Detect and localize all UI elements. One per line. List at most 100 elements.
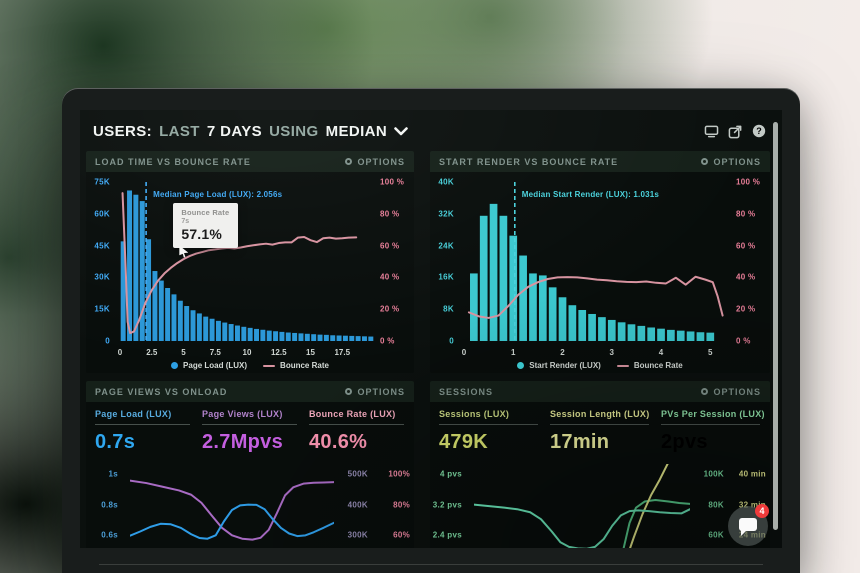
panel-title: SESSIONS [439,386,494,397]
bounce-rate-tooltip: Bounce Rate 7s 57.1% [173,202,239,258]
metric-page-views: Page Views (LUX) 2.7Mpvs [202,409,297,458]
axis-tick-label: 32K [438,209,454,219]
panel-title: START RENDER VS BOUNCE RATE [439,156,619,167]
axis-tick-label: 100 % [380,177,405,187]
axis-tick-label: 300K [347,530,368,540]
panel-title: PAGE VIEWS VS ONLOAD [95,386,228,397]
axis-tick-label: 0.6s [101,530,118,540]
axis-tick-label: 40 % [380,272,400,282]
axis-tick-label: 0 % [380,336,395,346]
panel-title: LOAD TIME VS BOUNCE RATE [95,156,251,167]
axis-tick-label: 45K [94,241,110,251]
axis-tick-label: 80 % [380,209,400,219]
axis-tick-label: 2 [560,348,565,357]
axis-tick-label: 15K [94,304,110,314]
axis-tick-label: 16K [438,272,454,282]
axis-tick-label: 40K [438,177,454,187]
page-views-line-chart[interactable]: 1s0.8s0.6s0.4s500K400K300K200K100%80%60%… [86,458,414,548]
gear-icon [701,158,709,165]
gear-icon [345,158,353,165]
chat-button[interactable]: 4 [728,504,769,546]
metric-group: Page Load (LUX) 0.7s Page Views (LUX) 2.7M… [86,402,414,458]
axis-tick-label: 80% [393,500,410,510]
legend-item[interactable]: Bounce Rate [263,361,329,370]
axis-tick-label: 40 % [736,272,756,282]
options-label: OPTIONS [713,156,761,167]
axis-tick-label: 100 % [736,177,761,187]
users-label: USERS: [93,122,153,140]
axis-tick-label: 0 [461,348,467,357]
options-label: OPTIONS [357,156,405,167]
metric-sessions: Sessions (LUX) 479K [439,409,538,458]
dashboard-screen: USERS: LAST 7 DAYS USING MEDIAN [80,110,782,548]
start-render-histogram-chart[interactable]: Median Start Render (LUX): 1.031s 0 8K 16K 2… [430,172,770,373]
axis-tick-label: 5 [181,348,186,357]
axis-tick-label: 60 % [380,241,400,251]
chevron-down-icon [394,123,408,140]
axis-tick-label: 60K [708,530,724,540]
scrollbar[interactable] [773,122,778,530]
axis-tick-label: 0 [105,336,110,346]
axis-tick-label: 5 [708,348,713,357]
load-time-histogram-chart[interactable]: Median Page Load (LUX): 2.056s 0 15K 30K 45K… [86,172,414,373]
laptop-frame: USERS: LAST 7 DAYS USING MEDIAN [62,88,800,573]
axis-tick-label: 4 [658,348,664,357]
axis-tick-label: 3 [609,348,614,357]
notification-badge: 4 [755,504,769,518]
median-annotation: Median Start Render (LUX): 1.031s [521,190,660,199]
options-button[interactable]: OPTIONS [701,157,761,167]
median-annotation: Median Page Load (LUX): 2.056s [153,190,283,199]
options-button[interactable]: OPTIONS [701,387,761,397]
axis-tick-label: 10 [242,348,252,357]
axis-tick-label: 32 min [738,500,766,510]
panel-page-views-vs-onload: PAGE VIEWS VS ONLOAD OPTIONS Page Load (… [86,381,414,548]
axis-tick-label: 2.5 [146,348,158,357]
metric-value: MEDIAN [325,122,388,140]
options-label: OPTIONS [713,386,761,397]
axis-tick-label: 30K [94,272,110,282]
help-icon[interactable]: ? [752,124,766,138]
options-label: OPTIONS [357,386,405,397]
legend-item[interactable]: Bounce Rate [616,361,683,370]
axis-tick-label: 4 pvs [440,469,462,479]
axis-tick-label: 3.2 pvs [432,500,462,510]
axis-tick-label: 24K [438,241,454,251]
axis-tick-label: 20 % [380,304,400,314]
options-button[interactable]: OPTIONS [345,157,405,167]
legend-item[interactable]: Page Load (LUX) [171,361,247,370]
gear-icon [701,388,709,395]
axis-tick-label: 2.4 pvs [432,530,462,540]
axis-tick-label: 60 % [736,241,756,251]
legend-dot-icon [171,362,179,369]
topbar-icons: ? [704,124,766,139]
panel-start-render-vs-bounce-rate: START RENDER VS BOUNCE RATE OPTIONS Medi… [430,151,770,373]
axis-tick-label: 8K [443,304,454,314]
legend-line-icon [263,364,276,367]
metric-session-length: Session Length (LUX) 17min [550,409,650,453]
axis-tick-label: 0 [117,348,123,357]
axis-tick-label: 500K [347,469,368,479]
axis-tick-label: 100K [703,469,724,479]
axis-tick-label: 12.5 [270,348,287,357]
axis-tick-label: 0 [449,336,454,346]
metric-bounce-rate: Bounce Rate (LUX) 40.6% [309,409,404,458]
axis-tick-label: 400K [347,500,368,510]
options-button[interactable]: OPTIONS [345,387,405,397]
axis-tick-label: 60K [94,209,110,219]
panel-load-time-vs-bounce-rate: LOAD TIME VS BOUNCE RATE OPTIONS Median … [86,151,414,373]
last-label: LAST [159,122,200,140]
display-icon[interactable] [704,125,719,138]
dashboard-title-dropdown[interactable]: USERS: LAST 7 DAYS USING MEDIAN [93,123,408,140]
chat-bubble-icon [739,518,757,536]
axis-tick-label: 0 % [736,336,751,346]
axis-tick-label: 80K [708,500,724,510]
legend-item[interactable]: Start Render (LUX) [517,361,601,370]
axis-tick-label: 100% [388,469,410,479]
days-value: 7 DAYS [206,122,263,140]
share-icon[interactable] [728,124,743,139]
using-label: USING [269,122,319,140]
axis-tick-label: 17.5 [334,348,351,357]
axis-tick-label: 60% [393,530,410,540]
